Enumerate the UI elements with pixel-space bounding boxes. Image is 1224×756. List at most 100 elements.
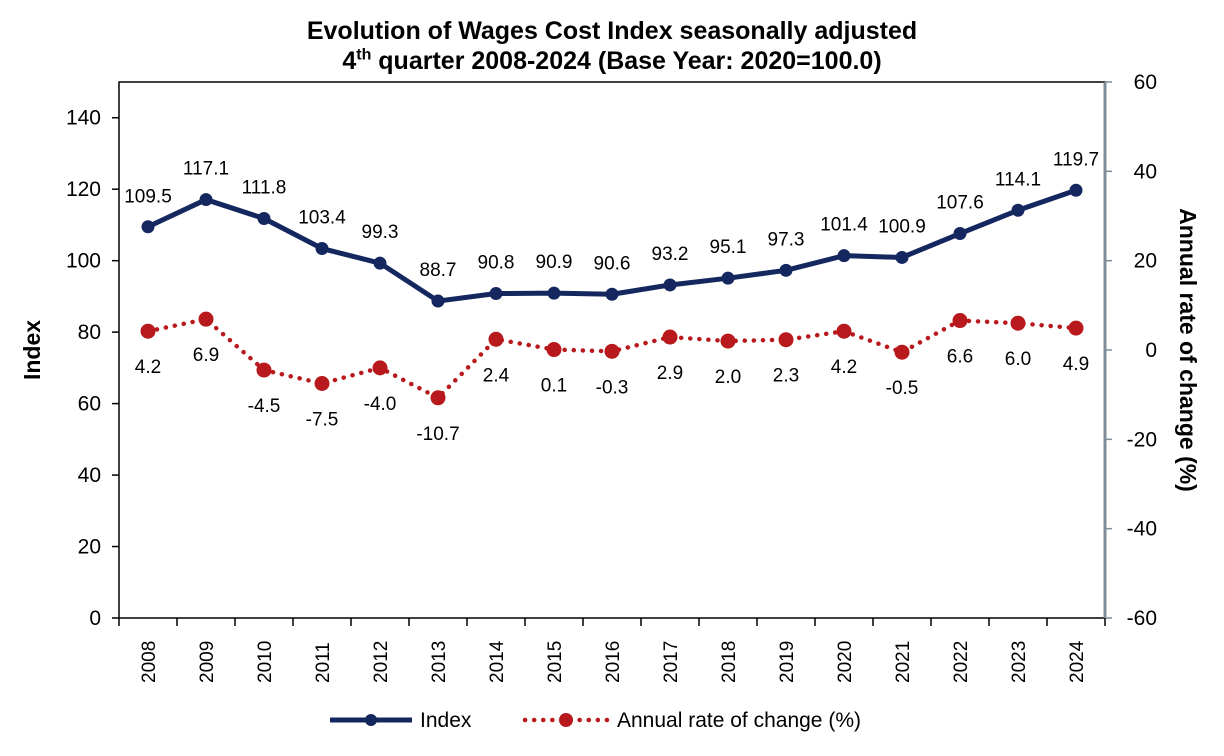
rate-point xyxy=(488,331,504,347)
legend-rate-swatch-marker xyxy=(559,713,573,727)
left-axis-tick-label: 20 xyxy=(78,536,101,559)
rate-data-label: 2.0 xyxy=(715,367,741,388)
rate-data-label: -0.5 xyxy=(886,378,919,399)
rate-data-label: -0.3 xyxy=(596,377,629,398)
index-point xyxy=(315,242,329,256)
rate-data-label: 2.9 xyxy=(657,363,683,384)
right-axis-tick-label: 40 xyxy=(1134,160,1157,183)
rate-data-label: 2.3 xyxy=(773,366,799,387)
right-axis-tick-label: -40 xyxy=(1127,518,1157,541)
index-point xyxy=(199,193,213,207)
index-data-label: 119.7 xyxy=(1053,149,1099,170)
rate-point xyxy=(314,376,330,391)
x-axis-tick-label: 2024 xyxy=(1067,640,1088,683)
x-axis-tick-label: 2021 xyxy=(893,641,914,683)
index-data-label: 90.8 xyxy=(478,253,515,274)
title-quarter-number: 4 xyxy=(342,47,357,75)
x-axis-tick-label: 2013 xyxy=(429,641,450,683)
left-axis-tick-label: 140 xyxy=(66,107,101,130)
rate-data-label: 4.9 xyxy=(1063,354,1089,375)
x-axis-tick-label: 2011 xyxy=(313,642,334,683)
index-data-label: 103.4 xyxy=(298,208,346,229)
legend-index-label: Index xyxy=(420,709,472,732)
rate-point xyxy=(140,323,156,339)
x-axis-tick-label: 2010 xyxy=(255,641,276,683)
x-axis-tick-label: 2022 xyxy=(951,641,972,683)
title-period-text: quarter 2008-2024 (Base Year: 2020=100.0… xyxy=(371,47,882,75)
index-data-label: 117.1 xyxy=(183,159,229,180)
right-axis-tick-label: -60 xyxy=(1127,607,1157,630)
index-point xyxy=(141,220,155,234)
rate-point xyxy=(256,362,272,378)
rate-data-label: 0.1 xyxy=(541,376,567,397)
rate-data-label: -4.5 xyxy=(248,396,281,417)
left-axis-tick-label: 80 xyxy=(78,321,101,344)
rate-point xyxy=(430,390,446,406)
index-point xyxy=(1069,183,1083,197)
right-axis-title: Annual rate of change (%) xyxy=(1175,208,1201,492)
left-axis-tick-label: 120 xyxy=(66,178,101,201)
rate-data-label: 2.4 xyxy=(483,365,510,386)
rate-data-label: 6.0 xyxy=(1005,349,1031,370)
right-axis-tick-label: -20 xyxy=(1127,428,1157,451)
index-data-label: 109.5 xyxy=(124,187,172,208)
index-point xyxy=(779,263,793,277)
rate-data-label: 6.9 xyxy=(193,345,219,366)
legend-rate-label: Annual rate of change (%) xyxy=(617,709,861,732)
index-point xyxy=(257,212,271,226)
left-axis-tick-label: 0 xyxy=(89,607,101,630)
index-data-label: 97.3 xyxy=(768,229,805,250)
rate-data-label: 4.2 xyxy=(135,357,161,378)
index-point xyxy=(605,287,619,301)
left-axis-tick-label: 100 xyxy=(66,250,101,273)
left-axis-title: Index xyxy=(19,320,45,380)
index-data-label: 95.1 xyxy=(710,237,747,258)
right-axis-tick-label: 20 xyxy=(1134,250,1157,273)
x-axis-tick-label: 2015 xyxy=(545,641,566,683)
index-point xyxy=(1011,203,1025,217)
rate-point xyxy=(952,313,968,329)
index-data-label: 100.9 xyxy=(878,216,926,237)
index-data-label: 90.6 xyxy=(594,253,631,274)
index-point xyxy=(663,278,677,292)
rate-point xyxy=(662,329,678,345)
x-axis-tick-label: 2008 xyxy=(139,641,160,683)
rate-data-label: 4.2 xyxy=(831,357,857,378)
rate-point xyxy=(894,344,910,360)
index-point xyxy=(489,287,503,301)
x-axis-tick-label: 2020 xyxy=(835,641,856,683)
index-data-label: 101.4 xyxy=(820,215,868,236)
x-axis-tick-label: 2019 xyxy=(777,641,798,683)
index-data-label: 107.6 xyxy=(936,193,984,214)
rate-data-label: -7.5 xyxy=(306,410,339,431)
right-axis-tick-label: 60 xyxy=(1134,71,1157,94)
index-data-label: 99.3 xyxy=(362,222,399,243)
rate-point xyxy=(1010,315,1026,331)
index-data-label: 111.8 xyxy=(242,178,287,199)
x-axis-tick-label: 2017 xyxy=(661,641,682,683)
index-data-label: 93.2 xyxy=(652,244,689,265)
chart-title: Evolution of Wages Cost Index seasonally… xyxy=(0,16,1224,76)
rate-point xyxy=(546,342,562,358)
x-axis-tick-label: 2018 xyxy=(719,641,740,683)
index-point xyxy=(895,250,909,264)
rate-point xyxy=(778,332,794,348)
rate-data-label: -4.0 xyxy=(364,394,397,415)
rate-point xyxy=(198,311,214,327)
title-ordinal-suffix: th xyxy=(356,46,372,64)
index-point xyxy=(431,294,445,308)
index-data-label: 88.7 xyxy=(420,260,457,281)
chart-title-line-2: 4th quarter 2008-2024 (Base Year: 2020=1… xyxy=(0,46,1224,76)
rate-point xyxy=(372,360,388,376)
index-point xyxy=(373,256,387,270)
rate-data-label: -10.7 xyxy=(416,424,459,445)
right-axis-tick-label: 0 xyxy=(1145,339,1157,362)
rate-point xyxy=(836,323,852,339)
legend-index-swatch-marker xyxy=(365,714,377,726)
rate-point xyxy=(1068,320,1084,336)
x-axis-tick-label: 2016 xyxy=(603,641,624,683)
x-axis-tick-label: 2014 xyxy=(487,640,508,683)
index-point xyxy=(721,271,735,285)
rate-data-label: 6.6 xyxy=(947,347,973,368)
